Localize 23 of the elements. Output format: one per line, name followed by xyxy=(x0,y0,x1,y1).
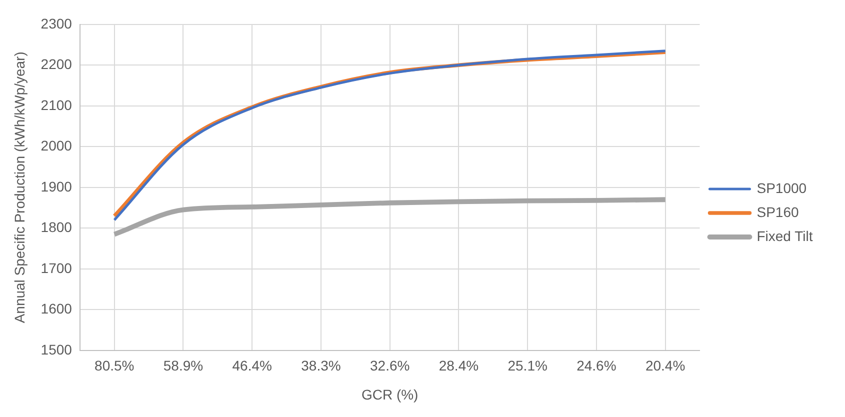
x-tick-label: 58.9% xyxy=(163,358,204,374)
y-tick-label: 2100 xyxy=(40,96,72,113)
y-tick-label: 1700 xyxy=(40,260,72,276)
y-tick-label: 2300 xyxy=(40,15,72,32)
y-tick-label: 1900 xyxy=(40,178,72,194)
y-tick-label: 1500 xyxy=(40,341,72,358)
x-tick-label: 28.4% xyxy=(438,358,479,374)
x-tick-label: 80.5% xyxy=(94,358,134,374)
y-axis-title: Annual Specific Production (kWh/kWp/year) xyxy=(11,52,28,324)
legend-label: SP1000 xyxy=(756,180,807,196)
y-tick-label: 1600 xyxy=(40,300,72,317)
y-tick-label: 2000 xyxy=(40,138,72,154)
x-tick-label: 46.4% xyxy=(232,358,272,374)
legend-label: SP160 xyxy=(756,204,799,220)
legend-label: Fixed Tilt xyxy=(756,228,813,244)
x-tick-label: 25.1% xyxy=(508,358,548,374)
x-axis-title: GCR (%) xyxy=(361,386,418,402)
x-tick-label: 32.6% xyxy=(370,358,410,374)
x-tick-label: 24.6% xyxy=(576,358,616,374)
y-tick-label: 2200 xyxy=(40,56,72,72)
x-tick-label: 20.4% xyxy=(645,358,686,374)
x-tick-label: 38.3% xyxy=(301,358,341,374)
y-tick-label: 1800 xyxy=(40,219,72,236)
